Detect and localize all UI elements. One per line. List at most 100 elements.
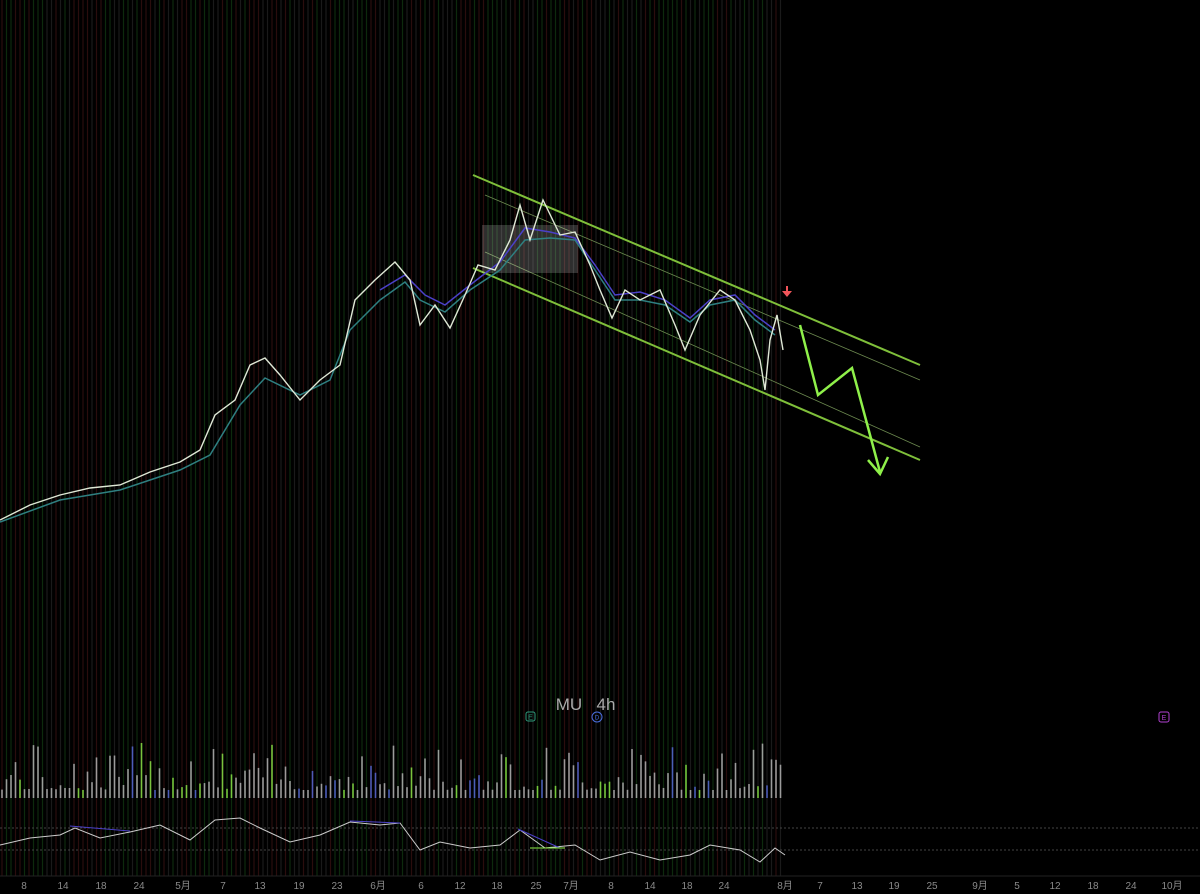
- volume-bar: [19, 779, 21, 798]
- volume-bar: [464, 789, 467, 798]
- volume-bar: [149, 761, 152, 798]
- volume-bar: [361, 756, 363, 798]
- x-tick-label: 7: [817, 881, 823, 892]
- oscillator: [0, 817, 786, 863]
- volume-bar: [127, 769, 129, 798]
- volume-bar: [685, 764, 687, 798]
- x-tick-label: 6月: [370, 880, 386, 892]
- volume-bar: [329, 776, 332, 798]
- volume-bar: [415, 785, 417, 798]
- moving-average: [0, 237, 776, 523]
- volume-bar: [91, 782, 93, 798]
- x-tick-label: 24: [718, 881, 730, 892]
- x-tick-label: 6: [418, 881, 424, 892]
- volume-bar: [613, 789, 615, 798]
- volume-bar: [433, 789, 435, 798]
- volume-bar: [226, 788, 228, 798]
- x-axis: 8 14 18 24 5月 7 13 19 23 6月 6 12 18 25 7月 8 14 18 24 8月 7 13 1…: [21, 880, 1182, 892]
- interval: 4h: [597, 695, 616, 714]
- volume-bar: [473, 778, 476, 798]
- bar-stripes: [1, 0, 782, 876]
- volume-bar: [167, 789, 170, 798]
- x-tick-label: 19: [293, 881, 305, 892]
- volume-bar: [550, 789, 552, 798]
- volume-bar: [635, 784, 638, 798]
- volume-bar: [73, 763, 75, 798]
- volume-bar: [410, 767, 413, 798]
- x-tick-label: 8: [608, 881, 614, 892]
- volume-bar: [460, 759, 462, 798]
- volume-bar: [208, 781, 210, 798]
- volume-bar: [280, 779, 282, 798]
- volume-bar: [379, 784, 381, 798]
- dividend-marker[interactable]: D: [595, 716, 600, 722]
- earnings-marker[interactable]: E: [1162, 715, 1167, 722]
- volume-bar: [59, 785, 62, 798]
- volume-bar: [293, 789, 296, 798]
- volume-bar: [244, 770, 246, 798]
- x-tick-label: 18: [1087, 881, 1099, 892]
- volume-bar: [505, 757, 507, 798]
- divergence: [349, 820, 401, 824]
- volume-bar: [487, 781, 489, 798]
- channel-inner: [484, 194, 921, 381]
- volume-bar: [725, 789, 728, 798]
- earnings-marker[interactable]: E: [528, 715, 533, 722]
- volume-bar: [136, 775, 138, 798]
- volume-bar: [10, 774, 12, 798]
- x-tick-label: 18: [681, 881, 693, 892]
- volume-bar: [770, 759, 773, 798]
- volume-bar: [644, 761, 647, 798]
- volume-bar: [509, 764, 512, 798]
- volume-bar: [761, 743, 764, 798]
- x-tick-label: 14: [57, 881, 69, 892]
- volume-bar: [253, 753, 255, 798]
- volume-bar: [95, 757, 98, 798]
- volume-bar: [185, 785, 188, 798]
- volume-bar: [32, 745, 35, 798]
- volume-bar: [608, 781, 611, 798]
- volume-bar: [572, 765, 575, 798]
- volume-bar: [307, 789, 309, 798]
- volume-bar: [266, 758, 269, 798]
- volume-bar: [23, 789, 26, 798]
- volume-bar: [343, 789, 345, 798]
- x-tick-label: 24: [133, 881, 145, 892]
- volume-bar: [50, 788, 53, 798]
- volume-bar: [446, 789, 449, 798]
- volume-bar: [1, 789, 3, 798]
- volume-bar: [586, 789, 588, 798]
- x-tick-label: 14: [644, 881, 656, 892]
- x-tick-label: 5月: [175, 880, 191, 892]
- volume-bar: [748, 784, 750, 798]
- volume-bar: [680, 789, 683, 798]
- volume-bar: [356, 789, 359, 798]
- volume-bar: [199, 783, 201, 798]
- volume-bar: [671, 747, 674, 798]
- volume-bar: [131, 746, 134, 798]
- volume-bar: [590, 788, 593, 798]
- volume-bar: [554, 785, 557, 798]
- volume-bar: [217, 787, 219, 798]
- moving-average: [379, 227, 776, 331]
- x-tick-label: 13: [851, 881, 863, 892]
- volume-bar: [640, 754, 642, 798]
- volume-bar: [577, 762, 579, 798]
- volume-bar: [757, 786, 759, 798]
- volume-bar: [617, 777, 620, 798]
- x-tick-label: 25: [926, 881, 938, 892]
- volume-bar: [194, 790, 197, 798]
- volume-bar: [469, 780, 471, 798]
- volume-bar: [734, 762, 737, 798]
- volume-bar: [568, 752, 570, 798]
- volume-bar: [388, 789, 390, 798]
- divergence: [69, 825, 131, 832]
- projection-head: [867, 456, 890, 477]
- volume-bar: [122, 785, 125, 798]
- x-tick-label: 5: [1014, 881, 1020, 892]
- volume-bar: [100, 787, 102, 798]
- volume-bar: [532, 789, 534, 798]
- volume-bar: [527, 789, 530, 798]
- volume-bar: [176, 789, 179, 798]
